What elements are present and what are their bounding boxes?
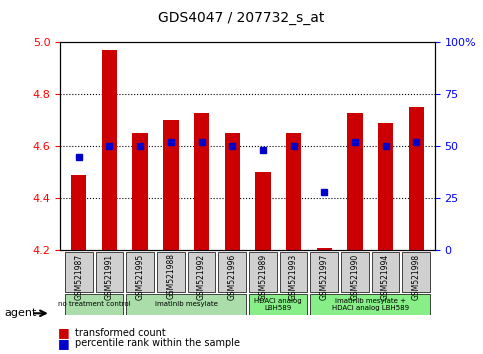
FancyBboxPatch shape xyxy=(65,294,123,315)
Text: HDACi analog
LBH589: HDACi analog LBH589 xyxy=(255,298,302,311)
Text: transformed count: transformed count xyxy=(75,328,166,338)
Bar xyxy=(255,172,270,250)
FancyBboxPatch shape xyxy=(311,294,430,315)
Text: imatinib mesylate: imatinib mesylate xyxy=(155,301,218,307)
Text: GSM521995: GSM521995 xyxy=(136,253,144,299)
Bar xyxy=(286,133,301,250)
FancyBboxPatch shape xyxy=(249,294,307,315)
Text: GSM521991: GSM521991 xyxy=(105,253,114,299)
Bar xyxy=(132,133,148,250)
Text: percentile rank within the sample: percentile rank within the sample xyxy=(75,338,240,348)
Bar xyxy=(316,247,332,250)
Text: GDS4047 / 207732_s_at: GDS4047 / 207732_s_at xyxy=(158,11,325,25)
Text: GSM521988: GSM521988 xyxy=(166,253,175,299)
FancyBboxPatch shape xyxy=(402,252,430,292)
FancyBboxPatch shape xyxy=(96,252,123,292)
Text: ■: ■ xyxy=(58,326,70,339)
FancyBboxPatch shape xyxy=(188,252,215,292)
Bar xyxy=(71,175,86,250)
FancyBboxPatch shape xyxy=(311,252,338,292)
Bar xyxy=(225,133,240,250)
FancyBboxPatch shape xyxy=(341,252,369,292)
Text: GSM521994: GSM521994 xyxy=(381,253,390,299)
Bar xyxy=(409,107,424,250)
Bar xyxy=(102,50,117,250)
Text: GSM521990: GSM521990 xyxy=(351,253,359,299)
FancyBboxPatch shape xyxy=(372,252,399,292)
Text: no treatment control: no treatment control xyxy=(58,301,130,307)
Text: GSM521993: GSM521993 xyxy=(289,253,298,299)
Bar xyxy=(163,120,179,250)
Text: imatinib mesylate +
HDACi analog LBH589: imatinib mesylate + HDACi analog LBH589 xyxy=(332,298,409,311)
FancyBboxPatch shape xyxy=(249,252,277,292)
Text: GSM521987: GSM521987 xyxy=(74,253,83,299)
FancyBboxPatch shape xyxy=(65,252,93,292)
Text: GSM521996: GSM521996 xyxy=(227,253,237,299)
Text: GSM521992: GSM521992 xyxy=(197,253,206,299)
FancyBboxPatch shape xyxy=(280,252,307,292)
Bar xyxy=(378,123,393,250)
FancyBboxPatch shape xyxy=(127,252,154,292)
Text: GSM521997: GSM521997 xyxy=(320,253,329,299)
Text: GSM521989: GSM521989 xyxy=(258,253,268,299)
FancyBboxPatch shape xyxy=(157,252,185,292)
FancyBboxPatch shape xyxy=(127,294,246,315)
Text: GSM521998: GSM521998 xyxy=(412,253,421,299)
Bar xyxy=(194,113,209,250)
Text: agent: agent xyxy=(5,308,37,318)
FancyBboxPatch shape xyxy=(218,252,246,292)
Bar xyxy=(347,113,363,250)
Text: ■: ■ xyxy=(58,337,70,350)
